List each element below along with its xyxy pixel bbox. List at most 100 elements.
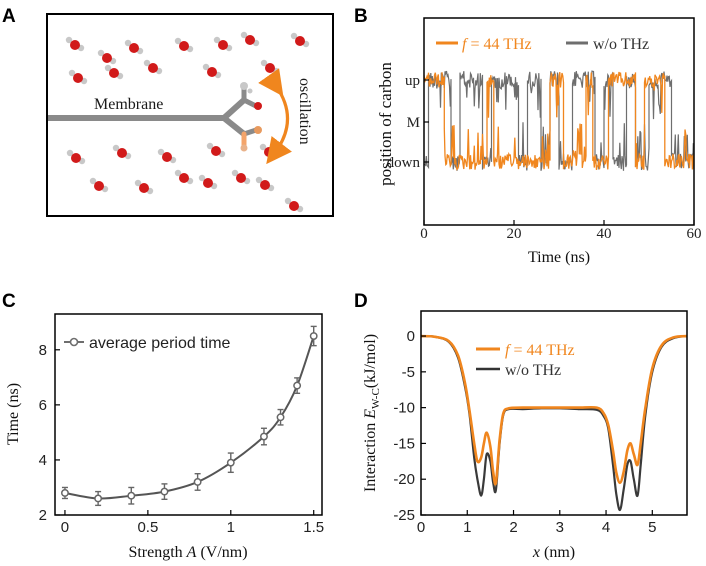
legend-b-label-f44: f = 44 THz (462, 36, 532, 53)
water-molecules (65, 31, 310, 213)
legend-c-swatch-marker (69, 337, 79, 347)
oxygen-atom (260, 180, 270, 190)
chart-d-y-tick-label: -20 (393, 471, 415, 488)
membrane-label: Membrane (94, 96, 163, 113)
chart-b-x-tick-label: 20 (507, 226, 522, 242)
oxygen-atom (73, 73, 83, 83)
water-molecule (231, 169, 251, 185)
chart-c-frame (54, 313, 323, 516)
chart-d-ylabel: Interaction EW-C(kJ/mol) (362, 334, 382, 492)
oscillation-label: oscillation (296, 78, 313, 145)
hydrogen-atom (213, 36, 221, 44)
panel-letter-d: D (354, 291, 368, 312)
chart-d-y-tick-label: -15 (393, 435, 415, 452)
hydrogen-atom (255, 176, 263, 184)
chart-c-x-tick-label: 1.5 (303, 519, 324, 536)
chart-b-xlabel: Time (ns) (528, 249, 590, 266)
oxygen-atom (71, 153, 81, 163)
chart-b-y-tick-label: down (387, 155, 421, 171)
chart-c-x-tick-label: 0.5 (137, 519, 158, 536)
chart-c-y-tick-label: 6 (39, 397, 47, 414)
chart-d-y-tick-label: -5 (402, 364, 415, 381)
water-molecule (198, 174, 218, 190)
chart-c-point (260, 432, 268, 441)
hydrogen-atom (157, 148, 165, 156)
chart-d-x-tick-label: 5 (648, 519, 656, 536)
chart-d-plot (420, 334, 688, 512)
chart-c-point (127, 491, 136, 500)
legend-d-label-wo: w/o THz (505, 362, 561, 379)
hydrogen-atom (174, 169, 182, 177)
water-molecule (206, 142, 226, 158)
hydrogen-atom (260, 59, 268, 67)
water-molecule (290, 32, 310, 48)
chart-c-legend: average period time (64, 335, 231, 352)
water-molecule (284, 197, 304, 213)
hydrogen-atom (89, 177, 97, 185)
water-molecule (174, 169, 194, 185)
oxygen-atom (102, 53, 112, 63)
hydrogen-atom (240, 31, 248, 39)
panel-c: C 0 0.5 1 1.5 2 4 6 8 average period time Time … (2, 291, 324, 561)
panel-letter-c: C (2, 291, 16, 312)
hydrogen-atom (97, 49, 105, 57)
chart-c-y-tick-label: 2 (39, 507, 47, 524)
oxygen-atom (211, 146, 221, 156)
oscillation-arrow (258, 68, 292, 165)
chart-d-y-tick-label: 0 (407, 328, 415, 345)
oxygen-atom (109, 68, 119, 78)
hydrogen-atom (66, 149, 74, 157)
water-molecule (202, 63, 222, 79)
chart-c-y-tick-label: 4 (39, 452, 47, 469)
oxygen-atom (295, 36, 305, 46)
water-molecule (66, 149, 86, 165)
oxygen-atom (245, 35, 255, 45)
chart-b-y-tick-label: up (405, 73, 420, 89)
water-molecule (134, 179, 154, 195)
chart-b-legend: f = 44 THz w/o THz (436, 36, 649, 53)
water-molecule (213, 36, 233, 52)
chart-c-point (94, 494, 103, 503)
hydrogen-atom (174, 37, 182, 45)
hydrogen-atom (231, 169, 239, 177)
water-molecule (112, 144, 132, 160)
chart-c-plot (61, 325, 318, 507)
water-molecule (104, 64, 124, 80)
chart-c-y-tick-label: 8 (39, 342, 47, 359)
hydrogen-atom (198, 174, 206, 182)
water-molecule (143, 59, 163, 75)
legend-d-label-f44: f = 44 THz (505, 342, 575, 359)
oxygen-atom (264, 147, 274, 157)
chart-d-x-tick-label: 2 (509, 519, 517, 536)
hydrogen-atom (202, 63, 210, 71)
chart-d-x-tick-label: 3 (556, 519, 564, 536)
chart-c-xlabel: Strength A (V/nm) (128, 544, 247, 561)
chart-d-y-tick-label: -25 (393, 507, 415, 524)
hydrogen-atom (112, 144, 120, 152)
oxygen-atom (179, 173, 189, 183)
chart-d-xlabel: x (nm) (532, 544, 575, 561)
chart-b-plot (424, 18, 694, 225)
oxygen-atom (129, 43, 139, 53)
hydrogen-atom (284, 197, 292, 205)
chart-c-point (61, 489, 69, 497)
water-molecule (65, 36, 85, 52)
chart-c-ylabel: Time (ns) (5, 383, 22, 445)
oxygen-atom (265, 63, 275, 73)
chart-c-axes: 0 0.5 1 1.5 2 4 6 8 (39, 342, 324, 536)
hydrogen-atom (65, 36, 73, 44)
oxygen-atom (94, 181, 104, 191)
water-molecule (255, 176, 275, 192)
hydrogen-atom (290, 32, 298, 40)
panel-d: D 0 1 2 3 4 5 0 -5 -10 -15 -20 -25 f = 44 THz w/o T… (354, 291, 688, 561)
oxygen-atom (289, 201, 299, 211)
chart-b-series-f-44-thz (424, 71, 694, 171)
chart-c-point (293, 381, 302, 390)
hydrogen-atom (143, 59, 151, 67)
chart-c-point (276, 413, 285, 422)
chart-d-x-tick-label: 0 (417, 519, 425, 536)
chart-d-frame (420, 310, 688, 516)
hydrogen-atom (68, 69, 76, 77)
